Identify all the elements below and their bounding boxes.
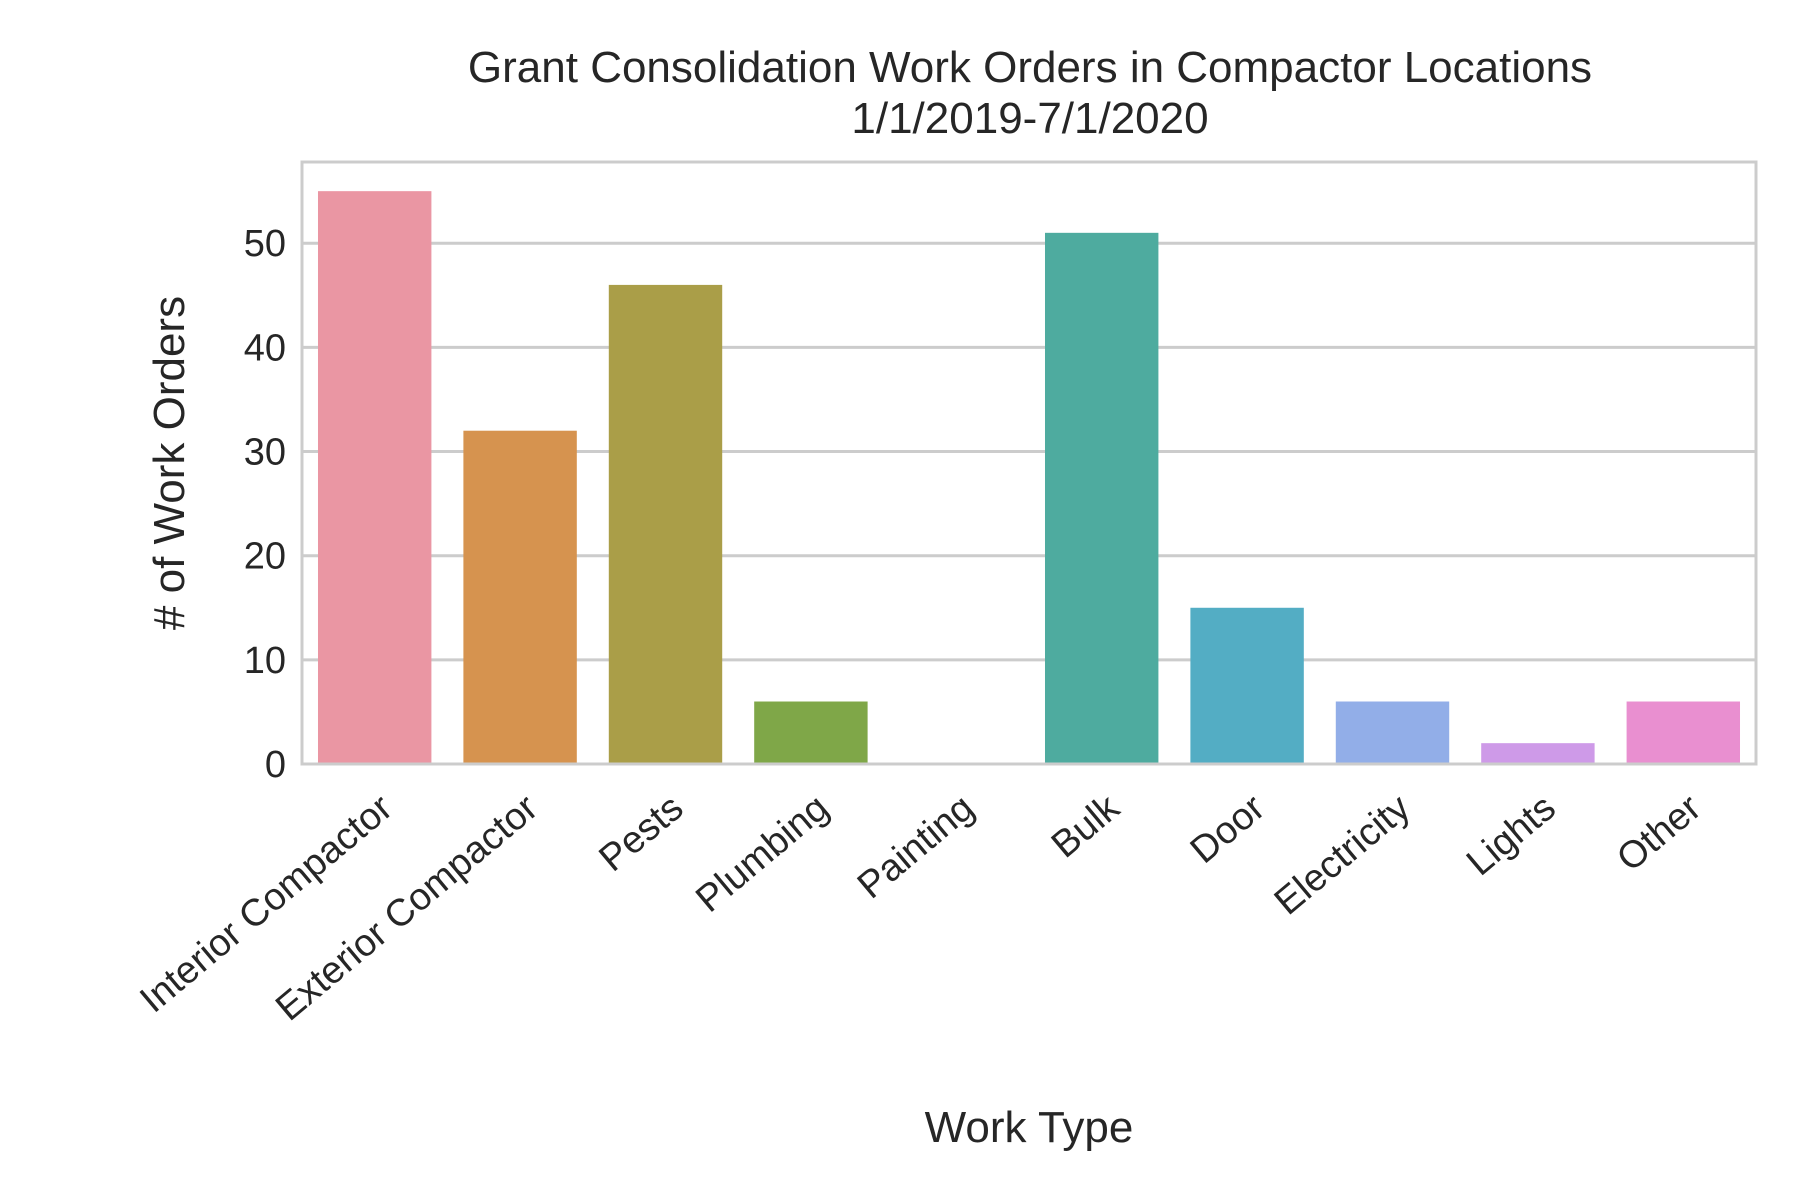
x-tick-label: Interior Compactor — [132, 787, 400, 1022]
bar — [608, 284, 723, 764]
plot-frame — [300, 160, 1758, 766]
x-tick-label: Exterior Compactor — [268, 787, 546, 1030]
bar — [1481, 743, 1595, 764]
bar — [1335, 701, 1450, 764]
x-axis-label: Work Type — [925, 1103, 1134, 1152]
chart-subtitle: 1/1/2019-7/1/2020 — [851, 94, 1208, 143]
y-tick-label: 0 — [265, 744, 286, 786]
y-tick-labels: 0 10 20 30 40 50 — [244, 223, 286, 786]
bar — [1044, 232, 1159, 764]
bar — [1190, 607, 1304, 764]
y-tick-label: 50 — [244, 223, 286, 265]
x-tick-label: Electricity — [1267, 787, 1419, 924]
x-tick-label: Plumbing — [688, 787, 836, 921]
bar — [1626, 701, 1741, 764]
x-tick-label: Bulk — [1044, 786, 1128, 866]
x-tick-label: Painting — [850, 787, 982, 907]
x-tick-label: Other — [1609, 787, 1709, 880]
bars — [317, 191, 1741, 765]
y-tick-label: 30 — [244, 432, 286, 474]
y-tick-label: 40 — [244, 327, 286, 369]
y-tick-label: 10 — [244, 640, 286, 682]
y-axis-label: # of Work Orders — [145, 296, 194, 630]
x-tick-label: Lights — [1459, 787, 1564, 884]
chart-title: Grant Consolidation Work Orders in Compa… — [468, 43, 1592, 92]
x-tick-label: Pests — [591, 787, 691, 880]
bar — [317, 191, 432, 765]
x-tick-label: Door — [1183, 787, 1273, 872]
y-tick-label: 20 — [244, 536, 286, 578]
bar — [463, 430, 577, 764]
bar — [754, 701, 868, 764]
